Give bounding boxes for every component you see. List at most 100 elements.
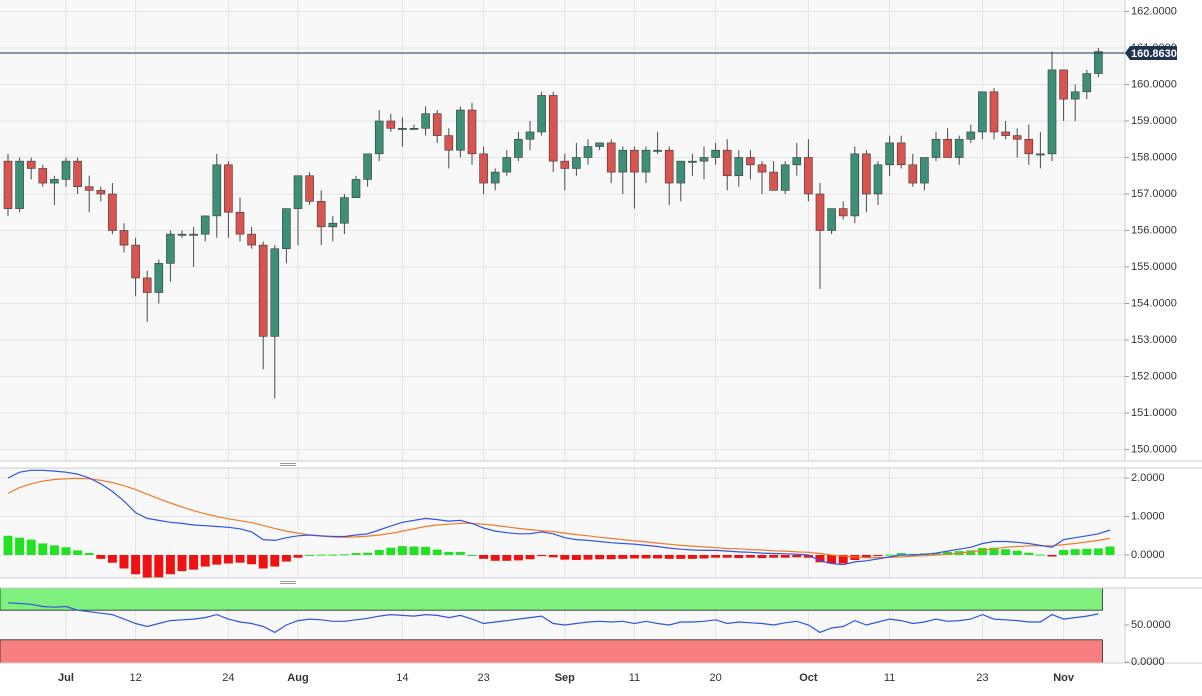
macd-histogram-bar [339,554,349,556]
candle-body [815,193,825,231]
macd-histogram-bar [502,555,512,561]
candle-body [537,95,546,133]
macd-histogram-bar [745,555,755,558]
macd-histogram-bar [490,555,500,561]
candle-body [316,201,326,228]
macd-histogram-bar [1093,548,1103,555]
time-axis-label: Jul [58,672,74,684]
macd-axis-label: 2.0000 [1131,472,1165,484]
candle-body [699,157,709,162]
macd-histogram-bar [769,555,779,558]
macd-histogram-bar [827,555,837,564]
candle-body [896,142,906,166]
candle-body [398,128,407,130]
price-axis-label: 162.0000 [1131,5,1177,17]
macd-histogram-bar [119,555,129,569]
macd-histogram-bar [1070,549,1080,555]
candle-body [490,171,500,184]
rsi-axis-label: 0.0000 [1131,656,1165,668]
price-axis-label: 159.0000 [1131,115,1177,127]
panel-resize-handle[interactable] [278,579,298,587]
candle-body [432,113,442,136]
price-axis-label: 155.0000 [1131,261,1177,273]
macd-histogram-bar [641,555,651,559]
last-price-tag-bg [1125,46,1177,61]
candlestick-series [3,48,1103,399]
rsi-axis: 50.0000 0.0000 [1125,619,1171,668]
panel-resize-handle[interactable] [278,462,298,468]
candle-body [572,157,581,169]
macd-histogram-bar [200,555,210,567]
candle-body [293,175,303,209]
macd-histogram-bar [1047,555,1057,557]
macd-histogram-bar [943,551,953,555]
candle-body [374,120,384,155]
candle-body [688,160,697,163]
candle-body [479,153,488,184]
macd-histogram-bar [838,555,848,564]
macd-histogram-bar [513,555,523,561]
candle-body [989,91,999,133]
candle-body [61,160,71,180]
time-axis-label: 23 [477,672,489,684]
macd-histogram-bar [989,547,999,555]
candle-body [722,149,732,177]
candle-body [3,160,13,209]
candle-body [386,120,396,129]
macd-histogram-bar [61,547,71,555]
price-axis-label: 153.0000 [1131,334,1177,346]
candle-body [363,153,372,180]
macd-histogram-bar [560,555,570,560]
macd-histogram-bar [165,555,175,575]
time-axis-label: 23 [976,672,988,684]
time-axis-label: 11 [629,672,640,684]
macd-histogram-bar [896,553,906,555]
time-axis-label: Sep [555,672,575,684]
time-axis-label: 24 [222,672,234,684]
macd-signal-line [7,477,1111,559]
price-axis: 162.0000 160.0000 159.0000 158.0000 157.0000… [1125,5,1177,455]
candle-body [1070,91,1080,100]
macd-histogram-bar [421,546,431,555]
candle-body [850,153,860,217]
candle-body [630,149,639,173]
candle-body [873,164,883,195]
macd-histogram-bar [699,555,709,559]
candle-body [641,149,651,173]
candle-body [664,149,674,184]
macd-histogram-bar [583,555,593,560]
macd-histogram-bar [653,555,663,559]
candle-body [351,179,361,198]
macd-histogram-bar [1001,549,1011,555]
macd-histogram-bar [885,554,895,556]
macd-histogram-bar [1024,552,1034,555]
candle-body [769,171,778,191]
candle-body [96,190,106,195]
candle-body [328,222,338,228]
price-axis-label: 156.0000 [1131,224,1177,236]
macd-histogram-bar [177,555,187,572]
candle-body [1094,51,1103,74]
macd-histogram-bar [664,555,674,559]
macd-histogram-bar [305,555,315,556]
macd-histogram-bar [687,555,697,559]
macd-histogram-bar [223,555,233,564]
macd-histogram-bar [1012,550,1022,555]
candle-body [1012,135,1022,140]
candle-body [1024,138,1034,155]
candle-body [235,211,245,235]
macd-histogram-bar [676,555,686,559]
candle-body [26,160,36,169]
candle-body [792,157,802,166]
candle-body [305,175,314,202]
candle-body [920,157,929,184]
rsi-line [7,602,1099,634]
macd-histogram-bar [537,555,547,557]
candle-body [1059,69,1068,100]
candle-body [166,233,175,264]
macd-histogram-bar [432,549,442,555]
macd-histogram-bar [618,555,628,559]
macd-histogram-bar [351,553,361,555]
time-axis-label: Oct [799,672,818,684]
candle-body [804,157,813,195]
